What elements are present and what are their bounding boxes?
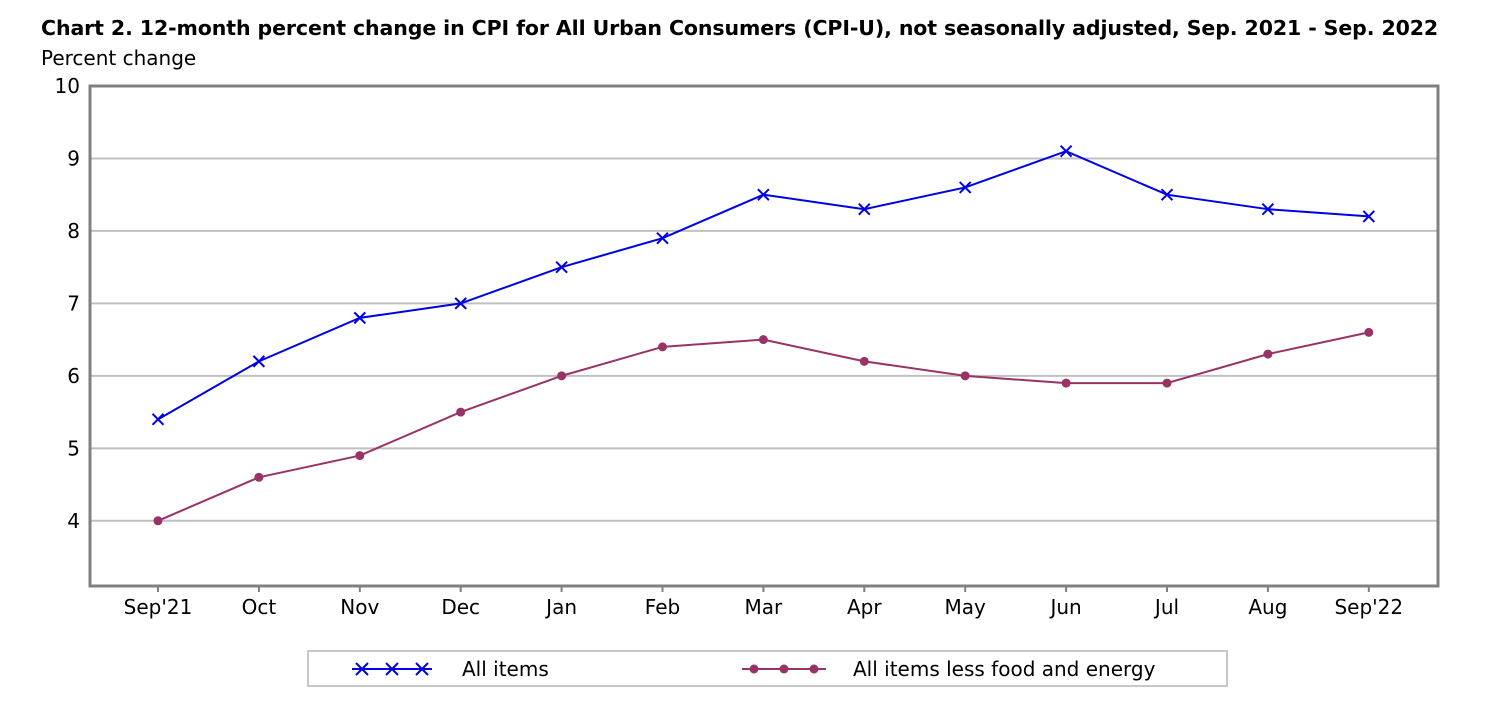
data-point-circle bbox=[456, 407, 466, 417]
data-point-x bbox=[1160, 188, 1174, 201]
data-point-circle bbox=[859, 356, 869, 366]
data-point-x bbox=[555, 260, 568, 274]
x-tick-label: Feb bbox=[645, 595, 680, 619]
series-line-all-items bbox=[157, 150, 1369, 421]
legend-swatch-x-marker bbox=[352, 661, 432, 676]
line-chart: 4 5 6 7 8 9 10 Sep'21 Oct Nov Dec Jan Feb Mar Apr May J… bbox=[55, 74, 1440, 619]
y-axis-ticks: 4 5 6 7 8 9 10 bbox=[55, 74, 80, 533]
x-tick-label: Jun bbox=[1048, 595, 1081, 619]
x-tick-label: Jan bbox=[544, 595, 577, 619]
y-tick-label: 10 bbox=[55, 74, 80, 98]
legend-item-core: All items less food and energy bbox=[740, 652, 1155, 685]
data-point-circle bbox=[1061, 378, 1071, 388]
data-point-circle bbox=[1263, 349, 1273, 359]
y-tick-label: 6 bbox=[67, 364, 80, 388]
y-tick-label: 7 bbox=[67, 291, 80, 315]
data-point-circle bbox=[557, 371, 567, 381]
legend-label-all-items: All items bbox=[462, 656, 549, 681]
legend-label-core: All items less food and energy bbox=[853, 656, 1156, 681]
data-point-x bbox=[958, 181, 972, 194]
series-line-core bbox=[157, 331, 1370, 522]
data-point-x bbox=[454, 297, 467, 310]
data-point-x bbox=[353, 311, 367, 325]
data-point-circle bbox=[355, 451, 365, 461]
gridlines bbox=[90, 157, 1438, 522]
data-point-circle bbox=[1162, 378, 1172, 388]
data-point-x bbox=[858, 202, 871, 216]
y-axis-label: Percent change bbox=[41, 46, 197, 70]
legend-swatch-circle-marker bbox=[742, 664, 826, 673]
x-tick-label: Sep'21 bbox=[124, 595, 193, 619]
data-point-x bbox=[151, 413, 165, 426]
x-tick-label: Mar bbox=[745, 595, 784, 619]
data-point-x bbox=[656, 231, 669, 245]
data-point-x bbox=[1362, 210, 1376, 223]
chart-title: Chart 2. 12-month percent change in CPI … bbox=[41, 16, 1439, 40]
x-tick-label: Apr bbox=[847, 595, 882, 619]
data-point-circle bbox=[153, 516, 163, 526]
x-tick-label: Nov bbox=[340, 595, 379, 619]
x-tick-label: Aug bbox=[1248, 595, 1287, 619]
x-tick-label: Jul bbox=[1153, 595, 1179, 619]
data-point-x bbox=[252, 355, 266, 368]
data-point-circle bbox=[960, 371, 970, 381]
data-point-circle bbox=[758, 335, 768, 345]
y-tick-label: 4 bbox=[67, 509, 80, 533]
data-point-x bbox=[1261, 202, 1275, 216]
y-tick-label: 9 bbox=[67, 146, 80, 170]
data-point-x bbox=[1059, 145, 1073, 158]
x-tick-label: Dec bbox=[441, 595, 480, 619]
legend: All items All items less food and energy bbox=[307, 650, 1228, 687]
y-tick-label: 8 bbox=[67, 219, 80, 243]
x-tick-label: Sep'22 bbox=[1334, 595, 1403, 619]
data-point-circle bbox=[254, 472, 264, 482]
legend-item-all-items: All items bbox=[350, 652, 549, 685]
y-tick-label: 5 bbox=[67, 436, 80, 460]
x-tick-label: Oct bbox=[242, 595, 277, 619]
series-lines bbox=[151, 145, 1376, 526]
x-tick-label: May bbox=[945, 595, 987, 619]
data-point-x bbox=[757, 188, 770, 201]
data-point-circle bbox=[1364, 327, 1374, 337]
x-axis-ticks: Sep'21 Oct Nov Dec Jan Feb Mar Apr May Jun Jul Aug S… bbox=[124, 586, 1403, 619]
data-point-circle bbox=[658, 342, 667, 352]
